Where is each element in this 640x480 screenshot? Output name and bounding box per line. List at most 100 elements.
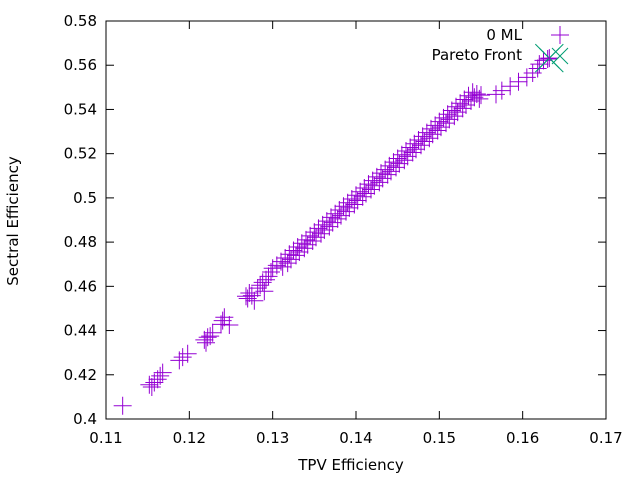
y-tick-labels: 0.4 0.42 0.44 0.46 0.48 0.5 0.52 0.54 0.56 0.58 [64, 12, 97, 428]
data-point-0-ml [151, 366, 170, 385]
plot-frame [105, 20, 607, 420]
data-point-0-ml [328, 209, 347, 228]
data-point-0-ml [332, 206, 350, 225]
data-point-0-ml [278, 254, 297, 273]
x-tick-label: 0.14 [339, 429, 372, 447]
data-point-0-ml [403, 143, 422, 162]
data-point-0-ml [173, 348, 192, 367]
data-point-0-ml [445, 107, 464, 126]
data-point-0-ml [432, 118, 450, 137]
data-point-0-ml [338, 193, 357, 212]
data-point-0-ml [153, 363, 172, 382]
data-point-0-ml [357, 184, 375, 203]
data-point-0-ml [362, 180, 380, 199]
x-tick-label: 0.16 [506, 429, 539, 447]
data-point-0-ml [509, 72, 528, 91]
data-point-0-ml [345, 195, 364, 214]
data-point-0-ml [378, 165, 397, 184]
x-tick-label: 0.11 [89, 429, 122, 447]
data-point-0-ml [448, 103, 467, 122]
y-tick-label: 0.54 [64, 100, 97, 118]
y-axis-label: Sectral Efficiency [4, 156, 22, 286]
y-tick-label: 0.44 [64, 322, 97, 340]
data-point-0-ml [273, 257, 292, 276]
y-tick-label: 0.58 [64, 12, 97, 30]
data-point-0-ml [220, 316, 239, 335]
data-point-0-ml [523, 63, 542, 82]
data-point-0-ml [288, 237, 307, 256]
data-point-0-ml [290, 243, 309, 262]
data-point-0-ml [140, 375, 159, 394]
data-point-0-ml [282, 250, 300, 269]
data-point-0-ml [423, 125, 442, 144]
data-point-0-ml [422, 119, 440, 138]
data-point-0-ml [263, 259, 282, 278]
data-point-0-ml [259, 267, 278, 286]
data-point-0-ml [388, 149, 407, 168]
data-point-0-ml [257, 270, 275, 289]
data-point-0-ml [198, 328, 217, 347]
data-point-0-ml [170, 351, 189, 370]
x-tick-label: 0.13 [256, 429, 289, 447]
data-point-0-ml [313, 215, 332, 234]
data-point-0-ml [470, 89, 489, 108]
data-point-0-ml [287, 246, 305, 265]
data-point-0-ml [538, 50, 557, 69]
data-point-0-ml [363, 171, 382, 190]
data-point-0-ml [428, 121, 447, 140]
data-point-0-ml [370, 173, 389, 192]
legend-label-0-ml: 0 ML [486, 26, 522, 44]
y-tick-label: 0.48 [64, 233, 97, 251]
x-tick-label: 0.15 [423, 429, 456, 447]
data-point-0-ml [472, 86, 490, 105]
legend-marker-pareto-front [551, 47, 569, 65]
data-point-0-ml [280, 245, 299, 264]
data-point-0-ml [463, 83, 482, 102]
data-point-0-ml [240, 283, 259, 302]
data-point-0-ml [365, 176, 384, 195]
data-point-0-ml [337, 202, 355, 221]
data-point-0-ml [397, 142, 415, 161]
data-point-0-ml [437, 114, 455, 133]
data-point-0-ml [372, 164, 390, 183]
data-point-0-ml [340, 198, 359, 217]
data-point-0-ml [348, 191, 367, 210]
data-point-0-ml [407, 140, 425, 159]
data-point-0-ml [373, 169, 392, 188]
data-point-0-ml [201, 327, 220, 346]
data-point-0-ml [457, 96, 475, 115]
data-point-0-ml [501, 77, 520, 96]
x-tick-label: 0.12 [173, 429, 206, 447]
data-point-0-ml [245, 291, 264, 310]
data-point-0-ml [272, 252, 290, 271]
data-point-0-ml [415, 132, 434, 151]
data-point-0-ml [320, 217, 339, 236]
data-point-0-ml [178, 344, 197, 363]
data-point-0-ml [382, 162, 400, 181]
data-point-0-ml [353, 187, 372, 206]
x-axis-label: TPV Efficiency [297, 456, 404, 474]
y-tick-label: 0.46 [64, 277, 97, 295]
data-point-0-ml [305, 223, 324, 242]
data-point-0-ml [438, 105, 457, 124]
y-tick-label: 0.5 [73, 189, 97, 207]
data-point-0-ml [530, 55, 549, 74]
data-point-0-ml [398, 147, 417, 166]
data-point-0-ml [467, 84, 486, 103]
data-points [113, 43, 564, 415]
data-point-0-ml [303, 232, 322, 251]
data-point-0-ml [213, 311, 232, 330]
data-point-0-ml [255, 282, 274, 301]
data-point-0-ml [295, 239, 314, 258]
data-point-0-ml [203, 323, 222, 342]
data-point-0-ml [323, 213, 342, 232]
data-point-0-ml [312, 224, 330, 243]
data-point-0-ml [322, 208, 340, 227]
data-point-0-ml [395, 151, 414, 170]
data-point-0-ml [215, 308, 234, 327]
legend-markers [551, 26, 569, 65]
data-point-0-ml [440, 110, 459, 129]
x-tick-label: 0.17 [589, 429, 622, 447]
data-point-0-ml [492, 81, 511, 100]
